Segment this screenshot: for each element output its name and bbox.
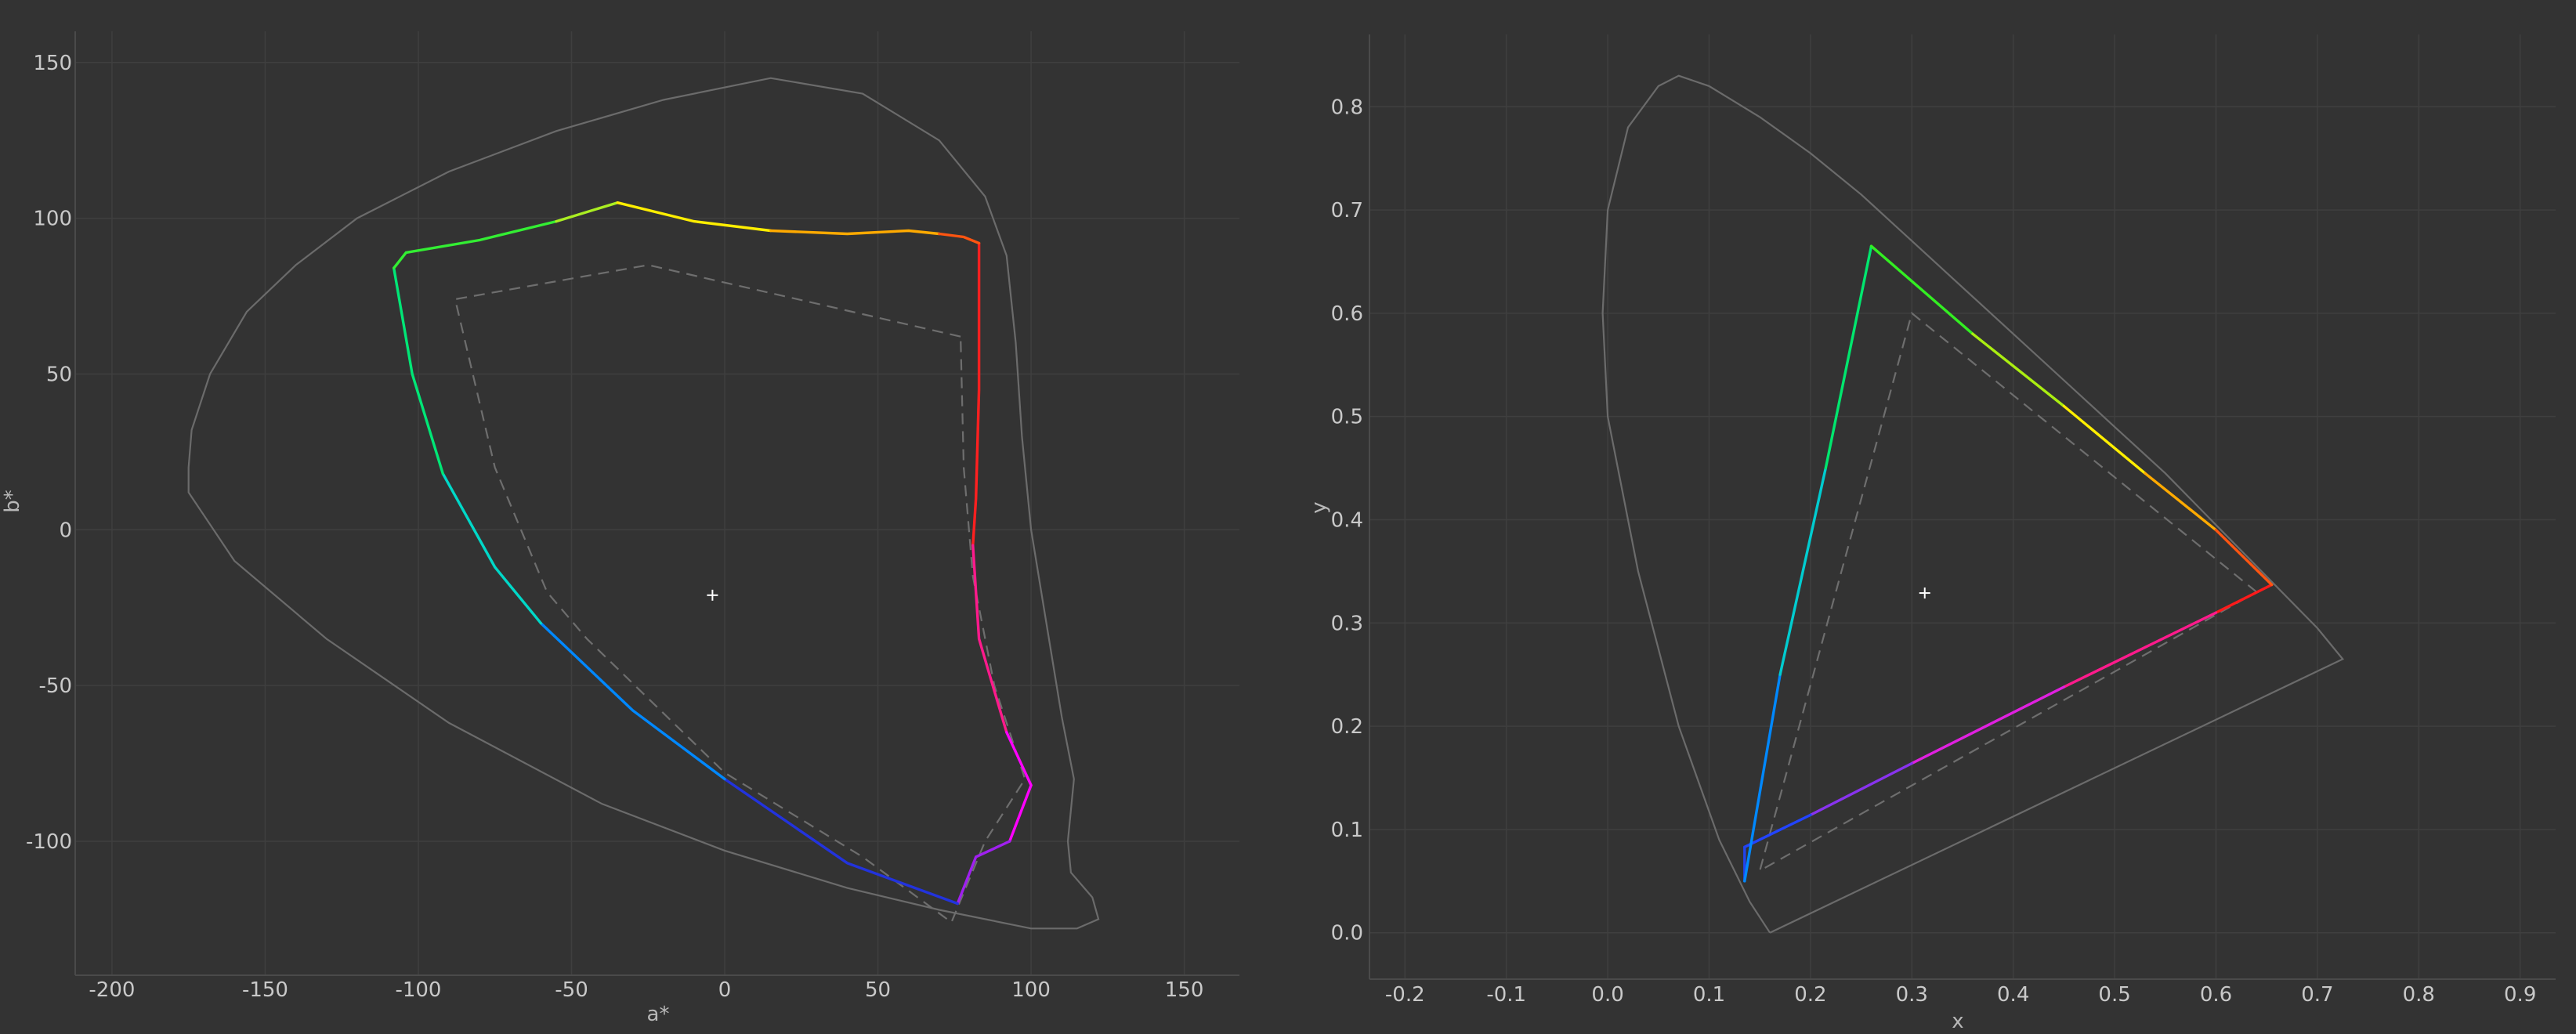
lab-gamut-boundary-segment (723, 777, 959, 906)
xy-x-tick-label: 0.1 (1693, 983, 1725, 1007)
xy-y-tick-label: 0.1 (1331, 819, 1363, 842)
lab-gamut-boundary-segment (616, 201, 772, 233)
xy-gamut-boundary-segment (2062, 404, 2147, 475)
xy-y-tick-label: 0.5 (1331, 406, 1363, 429)
xy-y-tick-label: 0.4 (1331, 508, 1363, 532)
xy-x-tick-label: -0.2 (1385, 983, 1425, 1007)
lab-y-axis-label: b* (1, 490, 24, 513)
xy-x-tick-label: 0.3 (1896, 983, 1928, 1007)
xy-x-tick-label: 0.8 (2403, 983, 2435, 1007)
lab-y-tick-label: -100 (26, 830, 72, 854)
lab-x-axis-label: a* (647, 1003, 670, 1026)
xy-gamut-boundary-segment (1743, 673, 1782, 883)
lab-spectral-locus (187, 77, 1100, 930)
xy-gamut-boundary-segment (1869, 244, 1974, 335)
lab-gamut-plot: -200 -150 -100 -50 0 50 100 150 150 100 50 0 -50 -100 (26, 31, 1239, 1002)
lab-gamut-boundary-segment (393, 266, 444, 475)
lab-gamut-boundary-segment (769, 229, 941, 236)
xy-gamut-boundary-segment (2144, 472, 2218, 532)
lab-gamut-boundary-segment (938, 232, 981, 245)
xy-gamut-boundary-segment (1910, 685, 2066, 765)
xy-x-tick-label: 0.2 (1794, 983, 1826, 1007)
xy-gamut-boundary-segment (1778, 466, 1827, 676)
xy-white-point-marker (1919, 588, 1930, 599)
lab-white-point-marker (707, 589, 718, 601)
xy-y-axis-label: y (1308, 501, 1331, 513)
xy-x-tick-label: 0.4 (1997, 983, 2029, 1007)
lab-gamut-boundary-segment (555, 201, 619, 223)
lab-x-tick-label: 50 (865, 978, 891, 1002)
lab-y-tick-label: 100 (33, 208, 72, 231)
xy-chromaticity-plot: -0.2 -0.1 0.0 0.1 0.2 0.3 0.4 0.5 0.6 0.7 0.8 0.9 0.… (1331, 34, 2556, 1007)
lab-gamut-boundary-segment (1005, 731, 1033, 843)
lab-x-tick-label: 0 (718, 978, 732, 1002)
xy-y-tick-label: 0.0 (1331, 922, 1363, 945)
xy-x-tick-label: 0.9 (2504, 983, 2536, 1007)
xy-x-tick-label: 0.7 (2301, 983, 2333, 1007)
xy-y-tick-label: 0.7 (1331, 199, 1363, 222)
lab-x-tick-label: -50 (555, 978, 588, 1002)
lab-x-tick-label: -150 (242, 978, 288, 1002)
lab-gamut-boundary-segment (971, 241, 981, 547)
lab-y-tick-label: 50 (46, 363, 72, 386)
xy-gamut-boundary-segment (1824, 244, 1873, 470)
lab-gamut-boundary-segment (441, 472, 543, 625)
lab-gamut-boundary-segment (393, 219, 558, 269)
lab-gamut-boundary-segment (539, 621, 726, 781)
xy-x-tick-label: -0.1 (1486, 983, 1526, 1007)
xy-gamut-boundary-segment (2062, 611, 2218, 689)
lab-y-tick-label: 0 (59, 519, 72, 542)
xy-y-tick-label: 0.8 (1331, 96, 1363, 119)
xy-gamut-boundary-segment (1809, 761, 1913, 817)
xy-gamut-boundary-segment (2214, 529, 2274, 587)
xy-gamut-boundary-segment (1971, 332, 2066, 408)
xy-x-tick-label: 0.6 (2200, 983, 2232, 1007)
xy-gamut-boundary-segment (2214, 583, 2274, 614)
lab-x-tick-label: 150 (1165, 978, 1204, 1002)
xy-x-tick-label: 0.5 (2098, 983, 2130, 1007)
xy-x-tick-label: 0.0 (1591, 983, 1623, 1007)
lab-x-tick-label: -100 (395, 978, 441, 1002)
lab-reference-gamut (454, 264, 1026, 924)
xy-spectral-locus (1601, 74, 2345, 934)
lab-x-tick-label: -200 (89, 978, 135, 1002)
xy-reference-gamut (1758, 311, 2257, 873)
xy-y-tick-label: 0.3 (1331, 612, 1363, 635)
xy-y-tick-label: 0.6 (1331, 302, 1363, 326)
lab-y-tick-label: -50 (39, 674, 72, 698)
lab-y-tick-label: 150 (33, 52, 72, 75)
lab-x-tick-label: 100 (1011, 978, 1051, 1002)
lab-gamut-boundary-segment (956, 840, 1011, 906)
xy-x-axis-label: x (1952, 1010, 1963, 1033)
xy-gamut-boundary-segment (1743, 813, 1812, 848)
lab-gamut-boundary-segment (971, 544, 1008, 734)
xy-y-tick-label: 0.2 (1331, 715, 1363, 739)
